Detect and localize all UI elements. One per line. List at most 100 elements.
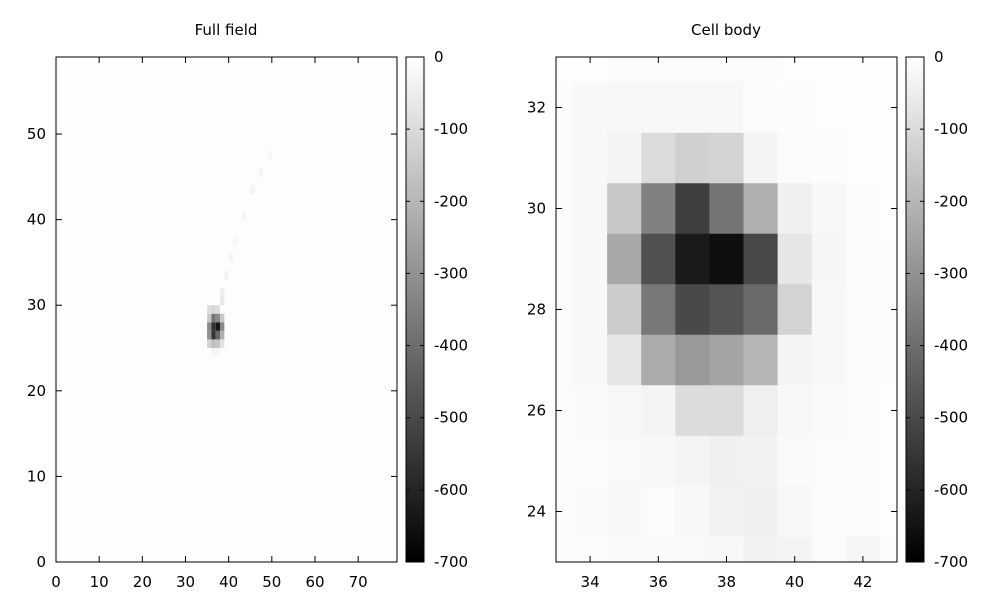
- heatmap-cell: [641, 334, 676, 386]
- heatmap-cell: [675, 334, 710, 386]
- panel-title-full-field: Full field: [195, 21, 258, 39]
- colorbar-full-field: [405, 56, 425, 563]
- heatmap-cell: [811, 385, 847, 437]
- heatmap-cell: [215, 348, 221, 357]
- heatmap-cell: [641, 183, 676, 235]
- colorbar-tick-label: -100: [934, 120, 968, 138]
- colorbar-tick-label: -700: [434, 553, 468, 571]
- y-tick-label: 28: [527, 301, 546, 319]
- heatmap-cell: [211, 322, 216, 331]
- colorbar-tick-label: -500: [434, 409, 468, 427]
- y-tick-label: 50: [27, 125, 46, 143]
- colorbar-tick-label: -200: [934, 192, 968, 210]
- heatmap-cell: [743, 385, 778, 437]
- x-tick-label: 40: [785, 573, 804, 591]
- heatmap-cell: [556, 334, 574, 386]
- x-tick-label: 30: [176, 573, 195, 591]
- heatmap-cell: [709, 334, 744, 386]
- heatmap-cell: [709, 82, 744, 134]
- x-tick-label: 40: [219, 573, 238, 591]
- heatmap-cell: [556, 536, 574, 563]
- heatmap-cells-cell-body: [556, 57, 898, 563]
- heatmap-cell: [709, 385, 744, 437]
- heatmap-cell: [215, 339, 221, 349]
- heatmap-cell: [743, 183, 778, 235]
- y-tick-label: 30: [527, 200, 546, 218]
- heatmap-cell: [220, 330, 225, 340]
- y-axis-full-field: 0 10 20 30 40 50: [27, 125, 397, 571]
- heatmap-cell: [556, 435, 574, 487]
- heatmap-cell: [220, 313, 225, 323]
- x-tick-label: 20: [133, 573, 152, 591]
- heatmap-cell: [811, 233, 847, 285]
- heatmap-cell: [743, 435, 778, 487]
- heatmap-cell: [211, 330, 216, 340]
- panel-full-field: Full field 0 10 20 30 40 50 60 70 0 10 20 30 40 50 0…: [27, 21, 468, 591]
- heatmap-cell: [845, 132, 881, 184]
- heatmap-cell: [811, 132, 847, 184]
- x-axis-full-field: 0 10 20 30 40 50 60 70: [51, 57, 368, 591]
- heatmap-cell: [220, 288, 225, 297]
- heatmap-cell: [777, 284, 813, 336]
- heatmap-cell: [811, 57, 847, 83]
- heatmap-cell: [845, 284, 881, 336]
- heatmap-cell: [607, 536, 642, 563]
- heatmap-cell: [675, 132, 710, 184]
- heatmap-cell: [675, 385, 710, 437]
- heatmap-cell: [879, 385, 898, 437]
- heatmap-cell: [675, 233, 710, 285]
- heatmap-cell: [777, 486, 813, 538]
- x-axis-cell-body: 34 36 38 40 42: [581, 57, 872, 591]
- heatmap-cell: [743, 132, 778, 184]
- heatmap-cell: [879, 233, 898, 285]
- heatmap-cell: [777, 385, 813, 437]
- heatmap-cell: [675, 435, 710, 487]
- heatmap-cell: [879, 284, 898, 336]
- heatmap-cell: [675, 284, 710, 336]
- colorbar-tick-label: -300: [434, 264, 468, 282]
- heatmap-cell: [220, 296, 225, 306]
- heatmap-cell: [845, 183, 881, 235]
- heatmap-cell: [777, 132, 813, 184]
- y-tick-label: 40: [27, 211, 46, 229]
- heatmap-cell: [641, 132, 676, 184]
- heatmap-cell: [207, 313, 212, 323]
- heatmap-cell: [675, 82, 710, 134]
- panel-cell-body: Cell body 34 36 38 40 42 24 26 28 30 32 0 -100 -20…: [527, 21, 968, 591]
- heatmap-cell: [709, 183, 744, 235]
- heatmap-cell: [743, 233, 778, 285]
- y-tick-label: 10: [27, 467, 46, 485]
- heatmap-cell: [211, 305, 216, 314]
- y-tick-label: 24: [527, 503, 546, 521]
- x-tick-label: 34: [581, 573, 600, 591]
- colorbar-tick-label: -200: [434, 192, 468, 210]
- heatmap-cell: [879, 57, 898, 83]
- x-tick-label: 42: [853, 573, 872, 591]
- heatmap-cell: [777, 233, 813, 285]
- heatmap-cell: [709, 284, 744, 336]
- heatmap-cell: [215, 322, 221, 331]
- heatmap-cell: [573, 132, 608, 184]
- heatmap-cell: [641, 486, 676, 538]
- heatmap-cell: [258, 168, 264, 177]
- heatmap-cell: [743, 284, 778, 336]
- heatmap-cell: [607, 385, 642, 437]
- heatmap-background: [56, 57, 397, 562]
- colorbar-tick-label: -400: [934, 337, 968, 355]
- heatmap-cell: [556, 57, 574, 83]
- colorbar-ticks-cell-body: 0 -100 -200 -300 -400 -500 -600 -700: [906, 48, 968, 571]
- y-tick-label: 0: [36, 553, 46, 571]
- panel-title-cell-body: Cell body: [691, 21, 761, 39]
- heatmap-cell: [556, 82, 574, 134]
- heatmap-cell: [879, 132, 898, 184]
- heatmap-cell: [220, 322, 225, 331]
- colorbar-tick-label: -300: [934, 264, 968, 282]
- x-tick-label: 36: [649, 573, 668, 591]
- heatmap-cell: [224, 270, 229, 280]
- y-tick-label: 30: [27, 296, 46, 314]
- heatmap-cell: [607, 435, 642, 487]
- heatmap-cell: [777, 435, 813, 487]
- heatmap-cell: [207, 322, 212, 331]
- heatmap-cell: [607, 284, 642, 336]
